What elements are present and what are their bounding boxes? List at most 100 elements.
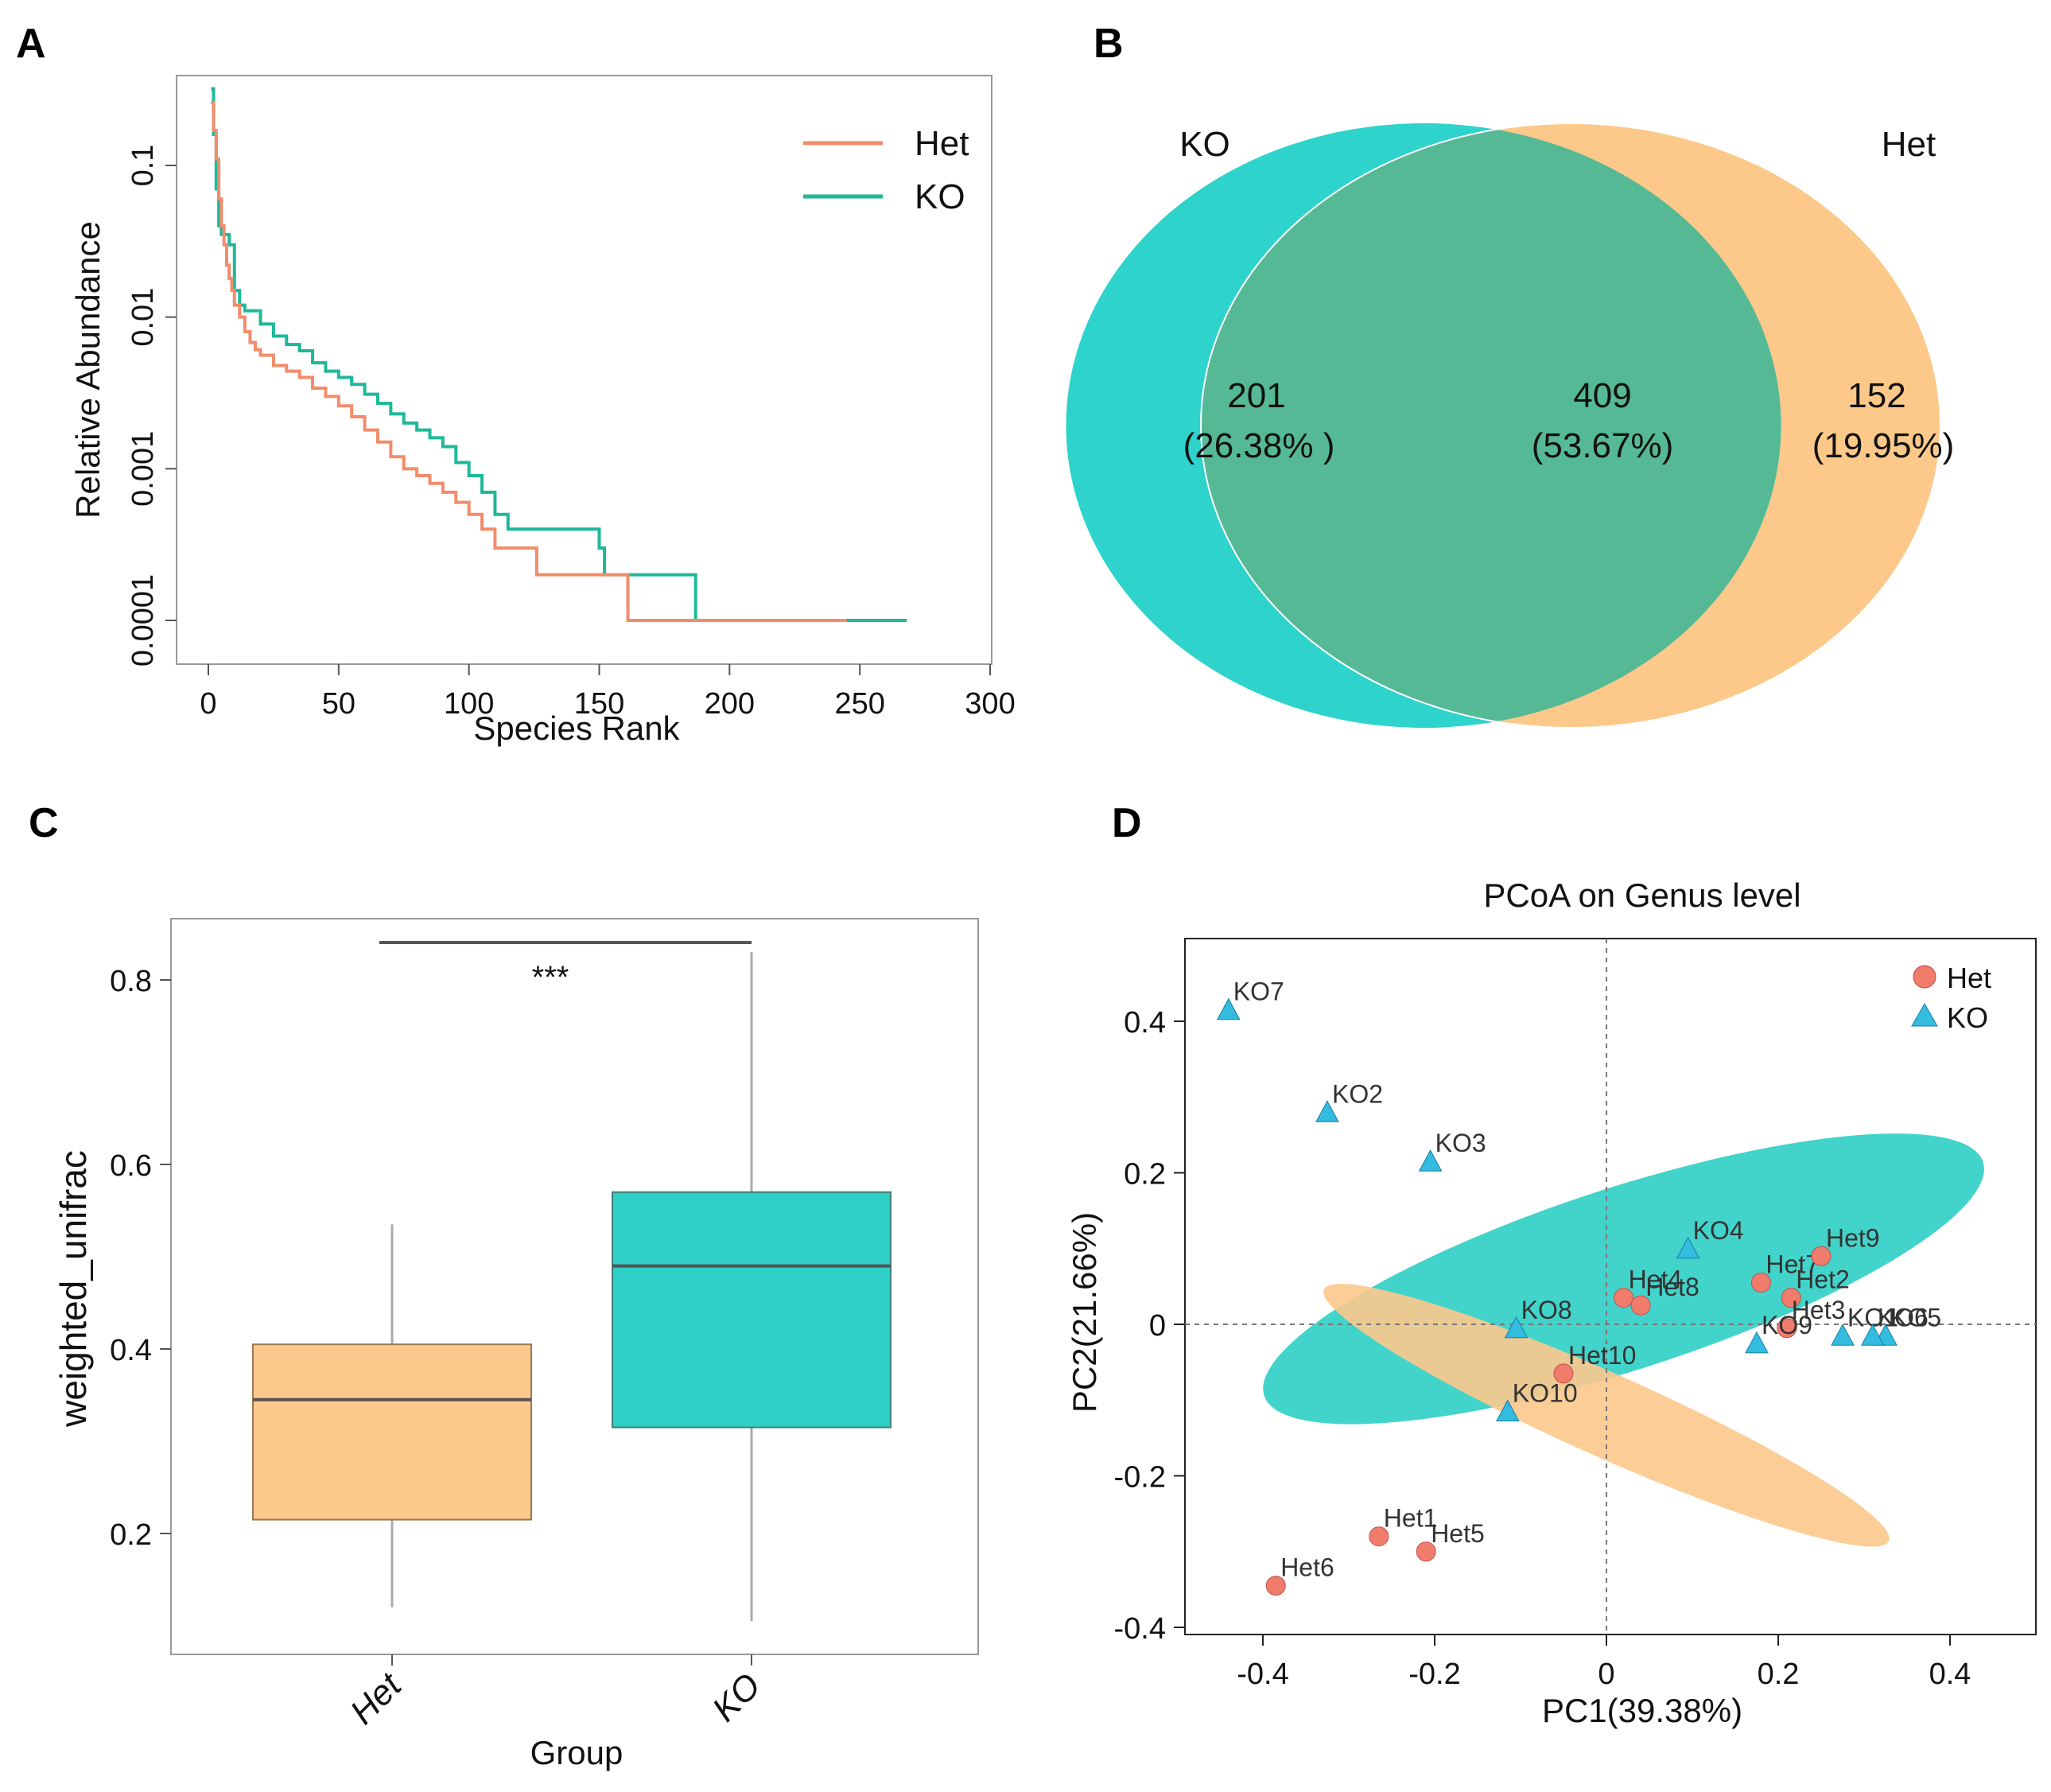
y-tick-label: 0.2 <box>1124 1158 1166 1191</box>
panel-letter-a: A <box>16 21 46 67</box>
legend-label-het: Het <box>1947 962 1991 994</box>
y-tick-label: 0.6 <box>110 1149 152 1183</box>
venn-overlap-percent: (53.67%) <box>1532 426 1674 465</box>
point-het10 <box>1553 1363 1574 1384</box>
point-ko6 <box>1860 1324 1885 1346</box>
confidence-ellipses <box>1263 1133 1984 1547</box>
point-label-het1: Het1 <box>1384 1504 1438 1533</box>
venn-ko-percent: (26.38% ) <box>1183 426 1335 465</box>
legend-label-het: Het <box>915 124 969 163</box>
point-label-ko10: KO10 <box>1513 1379 1578 1408</box>
point-het5 <box>1416 1541 1436 1562</box>
x-tick-label: 0.2 <box>1758 1658 1800 1691</box>
ellipse-het <box>1323 1284 1890 1547</box>
venn-het-count: 152 <box>1847 376 1905 415</box>
y-tick-label: 0.4 <box>1124 1006 1166 1040</box>
panel-c-boxplot: 0.2 0.4 0.6 0.8 Het KO *** Group weighted_uni… <box>52 918 979 1771</box>
point-het3 <box>1777 1318 1797 1339</box>
panel-b-venn: KO Het 201 (26.38% ) 409 (53.67%) 152 (1… <box>1066 122 1955 729</box>
point-ko8 <box>1504 1316 1529 1339</box>
venn-het-name: Het <box>1882 125 1936 164</box>
point-label-ko6: KO6 <box>1878 1303 1929 1331</box>
point-ko1 <box>1831 1324 1855 1346</box>
y-axis-label: Relative Abundance <box>69 221 107 519</box>
x-tick-label: 50 <box>322 687 355 721</box>
x-tick-label: Het <box>343 1665 410 1732</box>
point-ko4 <box>1676 1236 1700 1259</box>
x-tick-label: 0 <box>1598 1658 1614 1691</box>
point-het6 <box>1265 1576 1286 1596</box>
point-het2 <box>1781 1288 1801 1308</box>
legend-marker-ko <box>1911 1002 1938 1027</box>
x-tick-label: 250 <box>834 687 884 721</box>
point-ko9 <box>1745 1331 1769 1354</box>
plot-frame <box>170 918 979 1655</box>
point-het7 <box>1750 1273 1771 1293</box>
point-ko2 <box>1315 1100 1339 1122</box>
point-het9 <box>1811 1246 1832 1266</box>
x-tick-label: 0 <box>200 687 216 721</box>
x-tick-label: 150 <box>574 687 624 721</box>
point-label-ko7: KO7 <box>1233 978 1284 1006</box>
chart-title: PCoA on Genus level <box>1483 877 1800 914</box>
y-tick-label: -0.4 <box>1114 1612 1166 1646</box>
x-tick-label: 0.4 <box>1929 1658 1971 1691</box>
x-axis-label: Group <box>530 1734 623 1771</box>
panel-d-pcoa: PCoA on Genus level -0.4 -0.2 0 0.2 0.4 -0.4 -… <box>1066 877 2037 1729</box>
point-label-ko9: KO9 <box>1762 1311 1812 1339</box>
venn-ko-count: 201 <box>1227 376 1285 415</box>
legend: Het KO <box>1911 962 1991 1034</box>
box-ko <box>612 1191 891 1429</box>
point-label-ko8: KO8 <box>1521 1296 1572 1324</box>
x-tick-label: -0.2 <box>1408 1658 1460 1691</box>
point-ko7 <box>1216 997 1241 1020</box>
point-label-het2: Het2 <box>1796 1265 1850 1294</box>
series-line-het <box>211 100 847 622</box>
panel-letter-c: C <box>29 800 59 846</box>
plot-frame <box>176 75 992 665</box>
legend-label-ko: KO <box>1947 1001 1988 1034</box>
point-label-ko2: KO2 <box>1332 1079 1383 1108</box>
point-het1 <box>1369 1526 1389 1547</box>
y-tick-label: 0.8 <box>110 965 152 998</box>
point-het8 <box>1630 1295 1651 1316</box>
panel-letter-d: D <box>1112 800 1142 846</box>
y-tick-label: -0.2 <box>1114 1461 1166 1495</box>
plot-frame <box>1184 938 2037 1635</box>
x-tick-label: 300 <box>965 687 1015 721</box>
point-label-ko5: KO5 <box>1890 1303 1941 1331</box>
panel-a-rank-abundance: 0 50 100 150 200 250 300 0.0001 0.001 0.01 0.1 Spe… <box>69 75 1016 747</box>
y-tick-label: 0.4 <box>110 1334 152 1367</box>
x-axis-label: Species Rank <box>473 709 680 747</box>
point-label-het7: Het7 <box>1765 1250 1820 1279</box>
point-label-het9: Het9 <box>1826 1223 1880 1252</box>
y-tick-label: 0.01 <box>126 288 160 347</box>
box-het <box>252 1343 532 1521</box>
x-tick-label: -0.4 <box>1237 1658 1288 1691</box>
point-label-het3: Het3 <box>1792 1296 1846 1324</box>
panel-letter-b: B <box>1093 21 1124 67</box>
axes: 0 50 100 150 200 250 300 0.0001 0.001 0.01 0.1 <box>126 145 1016 721</box>
venn-overlap-count: 409 <box>1573 376 1631 415</box>
legend-label-ko: KO <box>915 177 965 216</box>
point-label-het5: Het5 <box>1431 1519 1485 1548</box>
point-label-het4: Het4 <box>1629 1265 1683 1294</box>
point-label-ko4: KO4 <box>1693 1216 1744 1245</box>
point-label-het8: Het8 <box>1645 1273 1699 1301</box>
series-lines <box>211 87 907 622</box>
axes: -0.4 -0.2 0 0.2 0.4 -0.4 -0.2 0 0.2 0.4 <box>1114 939 2036 1691</box>
x-axis-label: PC1(39.38%) <box>1542 1692 1742 1729</box>
x-tick-label: KO <box>705 1666 768 1729</box>
point-label-het10: Het10 <box>1568 1341 1636 1370</box>
y-axis-label: weighted_unifrac <box>52 1150 94 1428</box>
y-tick-label: 0.0001 <box>126 574 160 667</box>
y-axis-label: PC2(21.66%) <box>1066 1212 1103 1413</box>
venn-ko-name: KO <box>1179 125 1230 164</box>
x-tick-label: 100 <box>444 687 494 721</box>
legend-marker-het <box>1913 965 1936 989</box>
boxes <box>252 952 891 1622</box>
venn-het-percent: (19.95%) <box>1812 426 1955 465</box>
y-tick-label: 0.001 <box>126 431 160 507</box>
